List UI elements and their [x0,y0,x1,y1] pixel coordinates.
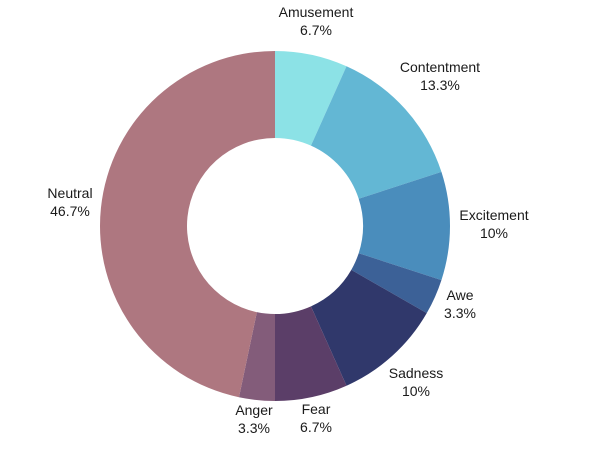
label-value: 10% [480,225,508,241]
labels-group: Amusement 6.7% Contentment 13.3% Excitement 1… [47,4,528,436]
label-name: Amusement [279,4,354,20]
slice-contentment [310,66,442,199]
label-name: Neutral [47,185,92,201]
label-value: 10% [402,383,430,399]
slice-excitement [358,171,450,281]
label-name: Sadness [389,365,443,381]
label-name: Anger [235,402,273,418]
slice-amusement [275,51,347,146]
slice-neutral [100,51,275,398]
label-value: 46.7% [50,203,90,219]
label-fear: Fear 6.7% [300,401,332,435]
slice-anger [238,312,275,401]
label-amusement: Amusement 6.7% [279,4,354,38]
label-value: 6.7% [300,419,332,435]
label-name: Contentment [400,59,480,75]
label-sadness: Sadness 10% [389,365,443,399]
label-value: 6.7% [300,22,332,38]
label-name: Awe [447,287,474,303]
label-anger: Anger 3.3% [235,402,273,436]
slices-group [100,51,450,401]
label-neutral: Neutral 46.7% [47,185,92,219]
label-value: 3.3% [238,420,270,436]
label-contentment: Contentment 13.3% [400,59,480,93]
label-value: 13.3% [420,77,460,93]
label-awe: Awe 3.3% [444,287,476,321]
label-name: Excitement [459,207,528,223]
slice-fear [275,306,347,401]
label-value: 3.3% [444,305,476,321]
slice-sadness [310,269,427,386]
label-name: Fear [302,401,331,417]
label-excitement: Excitement 10% [459,207,528,241]
slice-awe [351,253,442,314]
